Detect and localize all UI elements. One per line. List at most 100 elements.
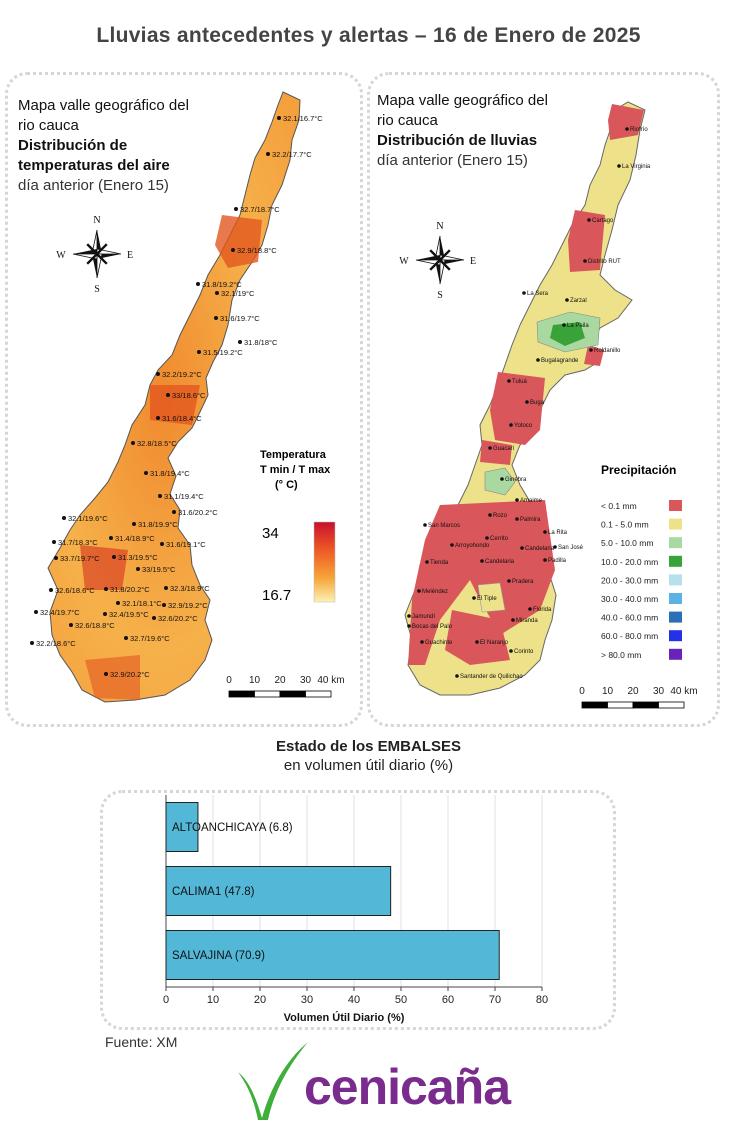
cenicana-logo-check-icon (238, 1042, 308, 1120)
station-label: 32.7/18.7°C (240, 205, 280, 214)
station-dot (156, 372, 160, 376)
station-layer: 32.1/16.7°C 32.2/17.7°C 32.7/18.7°C 32.9/18… (30, 114, 323, 679)
place-label: Bugalagrande (541, 358, 579, 364)
station-dot (214, 316, 218, 320)
temperature-legend-bar (313, 521, 336, 603)
compass-point (96, 253, 108, 265)
legend-swatch (669, 555, 682, 567)
rain-zone-dry (568, 210, 605, 272)
station-label: 32.6/18.8°C (75, 621, 115, 630)
station-dot (116, 601, 120, 605)
station-dot (131, 441, 135, 445)
station-label: 33.7/19.7°C (60, 554, 100, 563)
place-dot (455, 674, 459, 678)
station-dot (156, 416, 160, 420)
place-label: Florida (533, 607, 552, 613)
compass-point (440, 236, 445, 260)
place-dot (553, 545, 557, 549)
scale-label: 0 (226, 675, 232, 686)
station-dot (52, 540, 56, 544)
bar (165, 802, 199, 852)
place-label: Candelaria (525, 546, 555, 552)
legend-min-label: 16.7 (262, 587, 291, 604)
place-label: El Tiple (477, 596, 497, 602)
rain-zone-dry (445, 610, 510, 665)
station-dot (164, 586, 168, 590)
caption-line: temperaturas del aire (18, 157, 170, 174)
station-dot (266, 152, 270, 156)
station-dot (30, 641, 34, 645)
reservoir-title: Estado de los EMBALSES (275, 738, 462, 755)
place-dot (543, 530, 547, 534)
x-axis-title: Volumen Útil Diario (%) (284, 1011, 405, 1024)
hot-zone (85, 655, 140, 700)
caption-line: día anterior (Enero 15) (377, 152, 528, 169)
place-dot (507, 379, 511, 383)
temperature-map-caption: Mapa valle geográfico del rio cauca Dist… (18, 96, 189, 196)
station-dot (124, 636, 128, 640)
legend-swatch (669, 648, 682, 660)
place-dot (417, 589, 421, 593)
caption-line: día anterior (Enero 15) (18, 177, 169, 194)
source-note: Fuente: XM (105, 1034, 178, 1050)
caption-line: Mapa valle geográfico del (18, 97, 189, 114)
place-label: Amaime (520, 498, 543, 504)
rain-zone-dry (480, 440, 512, 465)
place-label: Miranda (516, 618, 538, 624)
place-dot (507, 579, 511, 583)
place-label: La Paila (567, 323, 589, 329)
place-dot (488, 446, 492, 450)
place-label: Buga (530, 400, 545, 406)
legend-item-label: 0.1 - 5.0 mm (601, 520, 649, 530)
compass-point (92, 254, 97, 278)
station-label: 32.4/19.5°C (109, 610, 149, 619)
caption-line: Distribución de (18, 137, 128, 154)
place-dot (475, 640, 479, 644)
place-dot (420, 640, 424, 644)
precipitation-legend: < 0.1 mm 0.1 - 5.0 mm 5.0 - 10.0 mm 10.0 - … (601, 500, 682, 660)
caption-line: Distribución de lluvias (377, 132, 538, 149)
compass-letter: N (436, 221, 443, 232)
place-dot (480, 559, 484, 563)
station-label: 31.3/19.5°C (118, 553, 158, 562)
compass-point (96, 243, 108, 255)
compass-point (429, 259, 441, 271)
legend-swatch (669, 537, 682, 549)
compass-point (73, 249, 97, 254)
hot-zone (215, 215, 262, 268)
station-label: 32.8/18.5°C (137, 439, 177, 448)
station-label: 32.9/19.2°C (168, 601, 208, 610)
station-label: 31.1/19.4°C (164, 492, 204, 501)
station-label: 32.1/19°C (221, 289, 255, 298)
place-dot (515, 498, 519, 502)
brand-wordmark: cenicaña (304, 1059, 511, 1115)
place-dot (423, 523, 427, 527)
legend-item-label: 60.0 - 80.0 mm (601, 631, 658, 641)
station-label: 32.7/19.6°C (130, 634, 170, 643)
hot-zone (80, 545, 128, 590)
compass-point (86, 253, 98, 265)
legend-title: T min / T max (260, 464, 331, 476)
place-dot (509, 649, 513, 653)
station-label: 31.7/18.3°C (58, 538, 98, 547)
x-tick-label: 60 (442, 994, 454, 1006)
legend-title: Temperatura (260, 449, 327, 461)
place-label: San José (558, 545, 584, 551)
compass-point (429, 249, 441, 261)
rain-zone-dry (608, 104, 644, 140)
legend-item-label: 40.0 - 60.0 mm (601, 613, 658, 623)
station-dot (54, 556, 58, 560)
legend-swatch (669, 500, 682, 511)
bar-label: ALTOANCHICAYA (6.8) (172, 822, 293, 834)
reservoir-chart-panel (100, 790, 616, 1030)
bar (165, 866, 392, 916)
station-label: 32.1/18.1°C (122, 599, 162, 608)
station-label: 32.9/18.8°C (237, 246, 277, 255)
scale-label: 30 (300, 675, 312, 686)
compass-letter: W (56, 250, 66, 261)
page-title: Lluvias antecedentes y alertas – 16 de E… (96, 24, 641, 47)
compass-letter: S (94, 284, 100, 295)
legend-max-label: 34 (262, 525, 279, 542)
place-label: Distrito RUT (588, 259, 621, 265)
station-dot (34, 610, 38, 614)
